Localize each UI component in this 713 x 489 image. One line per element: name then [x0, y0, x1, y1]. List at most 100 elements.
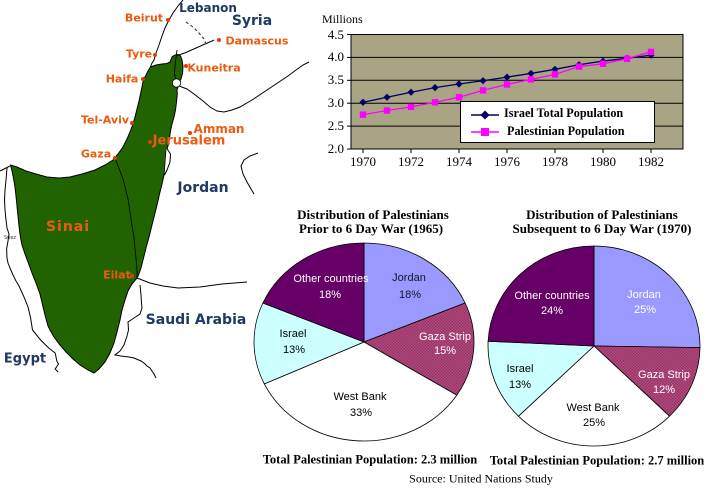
eilat-saudi-border — [136, 277, 248, 289]
x-tick-label: 1972 — [398, 154, 424, 169]
pie-slice-label-gaza-strip: Gaza Strip — [638, 369, 690, 381]
lebanon-syria-dashed-border — [185, 21, 207, 45]
pie-slice-label-jordan: Jordan — [392, 272, 426, 284]
pie2-caption: Total Palestinian Population: 2.7 millio… — [489, 453, 705, 468]
line-chart-legend: Israel Total Population Palestinian Popu… — [460, 101, 655, 143]
pie-slice-other-countries — [487, 245, 595, 347]
pie-slice-west-bank — [263, 341, 458, 442]
map-label-suez: Suez — [3, 235, 17, 241]
map-label-syria: Syria — [231, 13, 273, 29]
pie-slice-pct-jordan: 18% — [398, 289, 422, 301]
x-tick-label: 1976 — [494, 154, 520, 169]
lebanon-coast — [150, 0, 184, 68]
legend-label-palestinian: Palestinian Population — [507, 124, 625, 138]
pie-slice-label-other-countries: Other countries — [293, 273, 369, 285]
pie-slice-jordan — [363, 242, 466, 343]
source-note: Source: United Nations Study — [409, 471, 553, 486]
pie1-caption: Total Palestinian Population: 2.3 millio… — [262, 452, 478, 467]
sea-of-galilee — [171, 78, 182, 88]
pie1-title-line2: Prior to 6 Day War (1965) — [298, 221, 444, 236]
city-dot-gaza — [113, 156, 117, 160]
city-dot-haifa — [141, 77, 145, 81]
map-label-lebanon: Lebanon — [179, 1, 237, 15]
marker-diamond — [359, 98, 367, 106]
pie1-title-line1: Distribution of Palestinians — [297, 207, 449, 222]
map-label-saudi-arabia: Saudi Arabia — [145, 312, 247, 328]
map-label-jerusalem: Jerusalem — [152, 133, 226, 149]
marker-diamond — [431, 84, 439, 92]
marker-square — [575, 63, 583, 70]
city-dot-damascus — [217, 38, 221, 42]
map-label-tyre: Tyre — [125, 47, 153, 61]
pie1-svg-shapes — [253, 242, 475, 442]
pie-slice-pct-other-countries: 18% — [318, 289, 342, 301]
y-tick-label: 2.5 — [327, 118, 344, 134]
map-label-kuneitra: Kuneitra — [187, 61, 241, 75]
marker-diamond — [479, 77, 487, 85]
marker-square — [359, 111, 367, 118]
marker-square — [383, 107, 391, 114]
city-dot-beirut — [166, 18, 170, 22]
marker-square — [647, 48, 655, 56]
map-label-egypt: Egypt — [3, 351, 47, 367]
pie-slice-pct-jordan: 25% — [633, 304, 657, 316]
marker-square — [623, 55, 631, 62]
y-tick-label: 3.5 — [327, 72, 344, 88]
pie-slice-pct-gaza-strip: 12% — [652, 384, 676, 396]
marker-square — [407, 103, 415, 111]
golan-line — [174, 49, 178, 80]
y-tick-label: 3.0 — [327, 95, 344, 111]
egypt-med-coast — [0, 165, 11, 172]
city-dot-jerusalem — [148, 140, 152, 144]
line-chart-axis-title: Millions — [322, 12, 363, 26]
pie-slice-jordan — [593, 245, 701, 348]
pie-slice-label-west-bank: West Bank — [566, 402, 620, 414]
legend-row-israel: Israel Total Population — [461, 104, 654, 122]
city-dot-eilat — [130, 274, 134, 278]
map-shapes — [0, 0, 310, 379]
pie-slice-pct-west-bank: 33% — [349, 407, 373, 419]
marker-square — [551, 71, 559, 78]
marker-diamond — [551, 65, 559, 73]
legend-row-palestinian: Palestinian Population — [461, 122, 654, 140]
map-label-amman: Amman — [193, 122, 245, 136]
map-label-gaza: Gaza — [80, 147, 112, 161]
marker-square — [527, 76, 535, 83]
pie-slice-pct-gaza-strip: 15% — [433, 345, 457, 357]
saudi-aqaba-coast — [113, 284, 157, 379]
pie2-svg-shapes — [487, 245, 701, 447]
map-label-damascus: Damascus — [225, 34, 289, 48]
pie-slice-label-israel: Israel — [279, 328, 307, 340]
city-dot-amman — [188, 131, 192, 135]
y-tick-label: 4.5 — [327, 26, 344, 42]
pie-slice-label-west-bank: West Bank — [333, 391, 387, 403]
dead-sea-shore — [164, 147, 172, 176]
city-dot-tyre — [153, 53, 157, 57]
pie-slice-pct-israel: 13% — [282, 344, 306, 356]
marker-square — [503, 81, 511, 88]
golan-damascus-border — [177, 39, 215, 56]
pie-slice-pct-israel: 13% — [508, 379, 532, 391]
legend-label-israel: Israel Total Population — [504, 106, 624, 120]
pie-slice-gaza-strip — [592, 345, 701, 417]
marker-diamond — [503, 73, 511, 81]
x-tick-label: 1974 — [446, 154, 472, 169]
marker-square — [455, 94, 463, 101]
marker-square — [599, 60, 607, 68]
pie-slice-label-other-countries: Other countries — [514, 290, 590, 302]
city-dot-kuneitra — [184, 64, 188, 68]
marker-diamond — [383, 93, 391, 101]
marker-diamond — [527, 69, 535, 78]
map-label-jordan: Jordan — [177, 180, 229, 196]
pie-slice-other-countries — [262, 242, 365, 343]
x-tick-label: 1982 — [638, 154, 664, 169]
marker-diamond — [455, 80, 463, 88]
marker-diamond — [647, 51, 655, 59]
pie-slice-israel — [253, 302, 366, 385]
legend-sample-israel-line — [471, 110, 499, 120]
x-tick-label: 1970 — [350, 154, 376, 169]
y-tick-label: 4.0 — [327, 49, 344, 65]
